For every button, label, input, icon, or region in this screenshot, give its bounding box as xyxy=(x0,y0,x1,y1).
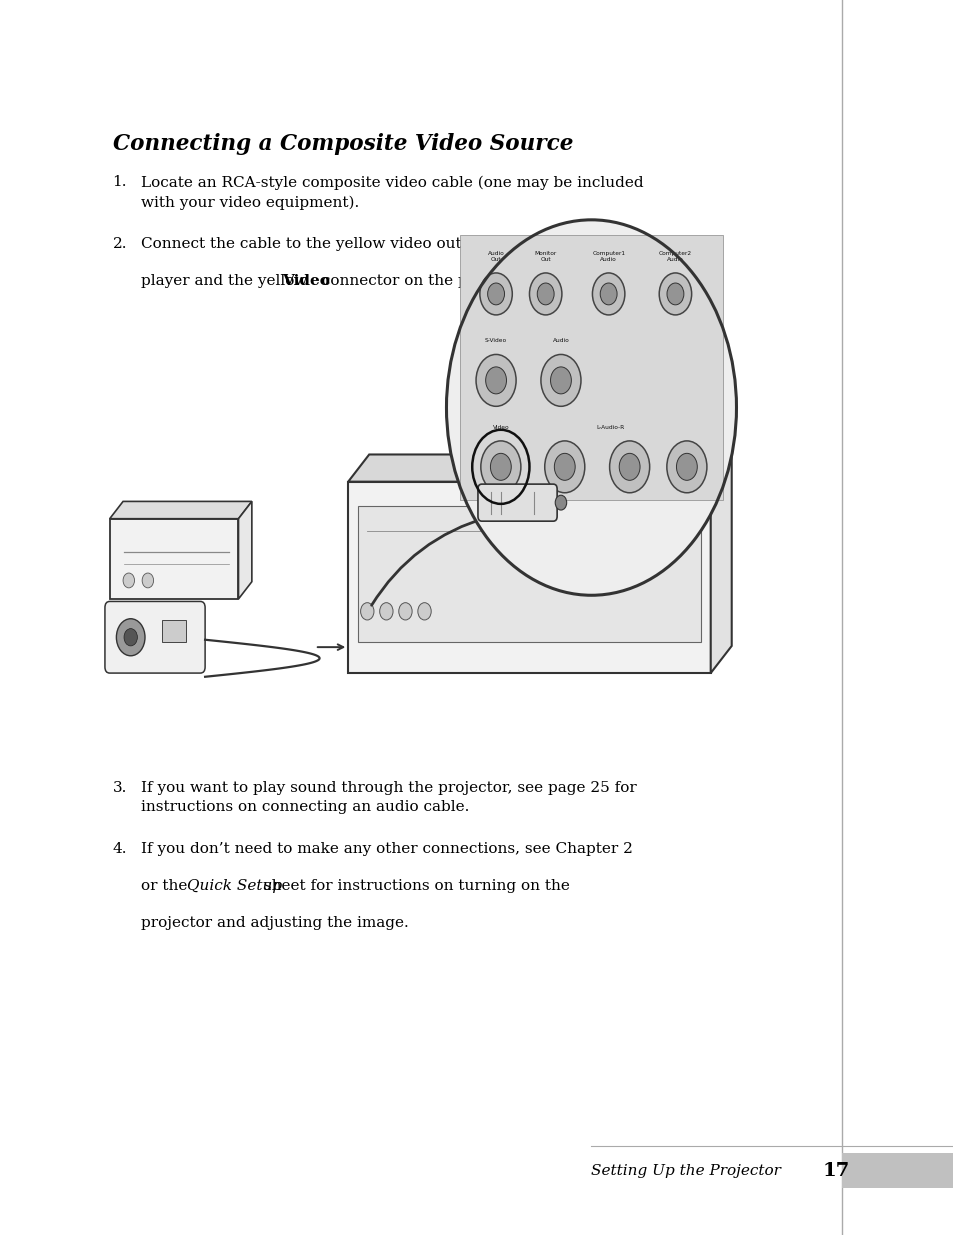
Circle shape xyxy=(490,453,511,480)
Circle shape xyxy=(476,354,516,406)
Text: Audio: Audio xyxy=(552,338,569,343)
Circle shape xyxy=(550,367,571,394)
Text: 4.: 4. xyxy=(112,842,127,856)
Text: If you want to play sound through the projector, see page 25 for
instructions on: If you want to play sound through the pr… xyxy=(141,781,637,814)
Text: player and the yellow: player and the yellow xyxy=(141,274,313,288)
Circle shape xyxy=(379,603,393,620)
Text: 2.: 2. xyxy=(112,237,127,251)
Text: Computer2
Audio: Computer2 Audio xyxy=(659,251,691,262)
Text: Quick Setup: Quick Setup xyxy=(187,879,282,893)
Circle shape xyxy=(666,441,706,493)
Text: 17: 17 xyxy=(821,1162,849,1179)
Circle shape xyxy=(666,283,683,305)
FancyBboxPatch shape xyxy=(459,235,722,500)
Text: Locate an RCA-style composite video cable (one may be included
with your video e: Locate an RCA-style composite video cabl… xyxy=(141,175,643,210)
Circle shape xyxy=(555,495,566,510)
FancyBboxPatch shape xyxy=(357,506,700,642)
Circle shape xyxy=(479,273,512,315)
Text: 3.: 3. xyxy=(112,781,127,794)
Circle shape xyxy=(676,453,697,480)
Circle shape xyxy=(417,603,431,620)
Text: projector and adjusting the image.: projector and adjusting the image. xyxy=(141,916,409,930)
Circle shape xyxy=(540,354,580,406)
Circle shape xyxy=(116,619,145,656)
Circle shape xyxy=(124,629,137,646)
Circle shape xyxy=(123,573,134,588)
Circle shape xyxy=(142,573,153,588)
Circle shape xyxy=(618,453,639,480)
Circle shape xyxy=(609,441,649,493)
FancyBboxPatch shape xyxy=(162,620,186,642)
Circle shape xyxy=(398,603,412,620)
Text: Setting Up the Projector: Setting Up the Projector xyxy=(591,1163,781,1178)
FancyBboxPatch shape xyxy=(477,484,557,521)
Text: Connecting a Composite Video Source: Connecting a Composite Video Source xyxy=(112,133,573,156)
Polygon shape xyxy=(110,501,252,519)
Text: If you don’t need to make any other connections, see Chapter 2: If you don’t need to make any other conn… xyxy=(141,842,633,856)
Circle shape xyxy=(537,283,554,305)
FancyBboxPatch shape xyxy=(841,1153,953,1188)
Circle shape xyxy=(360,603,374,620)
Circle shape xyxy=(544,441,584,493)
Text: Connect the cable to the yellow video output connector on your: Connect the cable to the yellow video ou… xyxy=(141,237,633,251)
Polygon shape xyxy=(710,454,731,673)
FancyBboxPatch shape xyxy=(105,601,205,673)
Polygon shape xyxy=(110,519,238,599)
Text: or the: or the xyxy=(141,879,193,893)
Text: Computer1
Audio: Computer1 Audio xyxy=(592,251,624,262)
Text: sheet for instructions on turning on the: sheet for instructions on turning on the xyxy=(259,879,570,893)
Text: connector on the projector:: connector on the projector: xyxy=(316,274,534,288)
Polygon shape xyxy=(348,454,731,482)
Polygon shape xyxy=(348,482,710,673)
Circle shape xyxy=(485,367,506,394)
Text: 1.: 1. xyxy=(112,175,127,189)
Text: Audio
Out: Audio Out xyxy=(487,251,504,262)
Circle shape xyxy=(529,273,561,315)
Text: L-Audio-R: L-Audio-R xyxy=(596,425,624,430)
Circle shape xyxy=(446,220,736,595)
Circle shape xyxy=(659,273,691,315)
Polygon shape xyxy=(238,501,252,599)
Circle shape xyxy=(487,283,504,305)
Text: Monitor
Out: Monitor Out xyxy=(534,251,557,262)
Text: Video: Video xyxy=(282,274,330,288)
Circle shape xyxy=(480,441,520,493)
Circle shape xyxy=(592,273,624,315)
Circle shape xyxy=(599,283,617,305)
Text: Video: Video xyxy=(492,425,509,430)
Circle shape xyxy=(554,453,575,480)
Text: S-Video: S-Video xyxy=(484,338,507,343)
